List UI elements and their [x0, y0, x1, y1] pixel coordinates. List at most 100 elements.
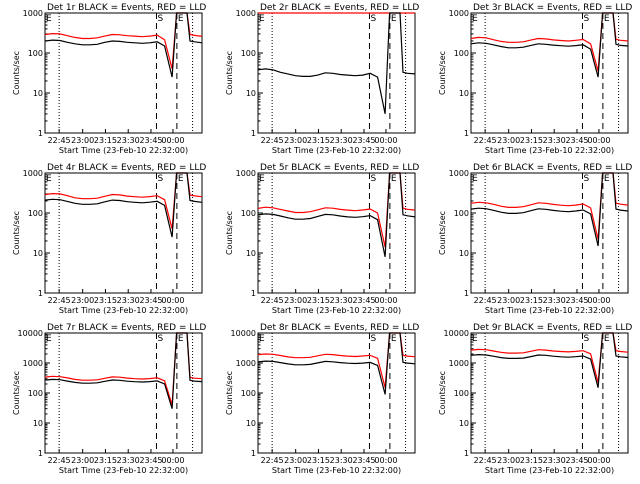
x-tick-label: 00:00 [374, 136, 397, 145]
detector-panel: Det 5r BLACK = Events, RED = LLD 1 10 100 10… [213, 160, 426, 320]
x-tick-label: 00:00 [374, 456, 397, 465]
x-tick-label: 23:15 [94, 296, 117, 305]
chart-title: Det 3r BLACK = Events, RED = LLD [473, 3, 632, 13]
x-tick-label: 23:45 [352, 296, 375, 305]
y-tick-label: 10 [33, 89, 43, 98]
chart-svg: Det 7r BLACK = Events, RED = LLD 1 10 100 10… [12, 323, 206, 475]
end-marker-label: E [178, 14, 184, 24]
x-tick-label: 23:45 [565, 136, 588, 145]
x-axis-label: Start Time (23-Feb-10 22:32:00) [59, 306, 188, 315]
start-marker-label: S [583, 174, 589, 184]
events-series-line [470, 12, 629, 78]
y-tick-label: 1000 [23, 169, 43, 178]
detector-panel: Det 9r BLACK = Events, RED = LLD 1 10 100 10… [426, 320, 639, 480]
y-tick-label: 1 [251, 289, 256, 298]
x-tick-label: 23:00 [284, 296, 307, 305]
start-marker-label: S [157, 174, 163, 184]
y-tick-label: 10 [33, 419, 43, 428]
y-axis-label: Counts/sec [438, 371, 447, 415]
x-tick-label: 23:45 [139, 456, 162, 465]
y-axis-label: Counts/sec [438, 51, 447, 95]
y-tick-label: 1 [38, 449, 43, 458]
lld-series-line [257, 172, 416, 248]
x-tick-label: 00:00 [161, 136, 184, 145]
y-tick-label: 1000 [449, 169, 469, 178]
x-tick-label: 23:45 [565, 456, 588, 465]
x-tick-label: 22:45 [474, 136, 497, 145]
y-tick-label: 1 [38, 129, 43, 138]
x-tick-label: 23:30 [543, 136, 566, 145]
y-tick-label: 1 [464, 289, 469, 298]
y-tick-label: 10000 [231, 329, 256, 338]
y-tick-label: 1 [251, 449, 256, 458]
y-tick-label: 1000 [236, 359, 256, 368]
chart-svg: Det 8r BLACK = Events, RED = LLD 1 10 100 10… [225, 323, 419, 475]
y-tick-label: 1 [251, 129, 256, 138]
y-axis-label: Counts/sec [225, 211, 234, 255]
left-edge-marker: E [472, 334, 478, 344]
x-tick-label: 23:30 [330, 456, 353, 465]
x-tick-label: 00:00 [587, 456, 610, 465]
y-tick-label: 10000 [444, 329, 469, 338]
x-tick-label: 22:45 [48, 456, 71, 465]
end-marker-label: E [604, 174, 610, 184]
y-tick-label: 10 [33, 249, 43, 258]
plot-frame [257, 172, 416, 294]
x-tick-label: 23:00 [497, 456, 520, 465]
x-tick-label: 23:30 [330, 136, 353, 145]
x-axis-label: Start Time (23-Feb-10 22:32:00) [272, 306, 401, 315]
x-tick-label: 23:45 [352, 136, 375, 145]
y-axis-label: Counts/sec [225, 371, 234, 415]
x-tick-label: 22:45 [261, 456, 284, 465]
y-tick-label: 10 [246, 249, 256, 258]
x-tick-label: 00:00 [587, 296, 610, 305]
x-tick-label: 23:00 [497, 136, 520, 145]
end-marker-label: E [604, 334, 610, 344]
plot-frame [470, 12, 629, 134]
x-tick-label: 23:30 [330, 296, 353, 305]
chart-title: Det 8r BLACK = Events, RED = LLD [260, 323, 419, 333]
x-tick-label: 22:45 [261, 136, 284, 145]
chart-svg: Det 3r BLACK = Events, RED = LLD 1 10 100 10… [438, 3, 632, 155]
y-tick-label: 100 [241, 389, 256, 398]
y-tick-label: 1000 [449, 9, 469, 18]
x-tick-label: 22:45 [261, 296, 284, 305]
end-marker-label: E [178, 334, 184, 344]
x-tick-label: 00:00 [374, 296, 397, 305]
x-tick-label: 23:00 [284, 456, 307, 465]
x-tick-label: 23:45 [139, 136, 162, 145]
y-tick-label: 10 [459, 89, 469, 98]
x-tick-label: 23:15 [520, 136, 543, 145]
chart-title: Det 9r BLACK = Events, RED = LLD [473, 323, 632, 333]
x-tick-label: 23:15 [307, 296, 330, 305]
y-axis-label: Counts/sec [12, 371, 21, 415]
x-tick-label: 23:45 [352, 456, 375, 465]
end-marker-label: E [604, 14, 610, 24]
x-tick-label: 23:30 [117, 136, 140, 145]
x-axis-label: Start Time (23-Feb-10 22:32:00) [485, 466, 614, 475]
detector-panel: Det 6r BLACK = Events, RED = LLD 1 10 100 10… [426, 160, 639, 320]
start-marker-label: S [583, 14, 589, 24]
chart-title: Det 4r BLACK = Events, RED = LLD [47, 163, 206, 173]
events-series-line [470, 332, 629, 388]
plot-frame [470, 172, 629, 294]
x-axis-label: Start Time (23-Feb-10 22:32:00) [485, 146, 614, 155]
plot-frame [44, 12, 203, 134]
y-tick-label: 100 [454, 209, 469, 218]
x-tick-label: 22:45 [474, 296, 497, 305]
x-tick-label: 23:15 [520, 296, 543, 305]
detector-panel: Det 1r BLACK = Events, RED = LLD 1 10 100 10… [0, 0, 213, 160]
x-tick-label: 23:30 [543, 296, 566, 305]
x-tick-label: 23:00 [284, 136, 307, 145]
x-tick-label: 23:15 [307, 136, 330, 145]
x-tick-label: 23:45 [139, 296, 162, 305]
chart-svg: Det 1r BLACK = Events, RED = LLD 1 10 100 10… [12, 3, 206, 155]
events-series-line [44, 172, 203, 238]
start-marker-label: S [370, 174, 376, 184]
events-series-line [44, 12, 203, 78]
chart-svg: Det 6r BLACK = Events, RED = LLD 1 10 100 10… [438, 163, 632, 315]
chart-svg: Det 2r BLACK = Events, RED = LLD 1 10 100 10… [225, 3, 419, 155]
plot-frame [44, 332, 203, 454]
y-tick-label: 10 [459, 419, 469, 428]
